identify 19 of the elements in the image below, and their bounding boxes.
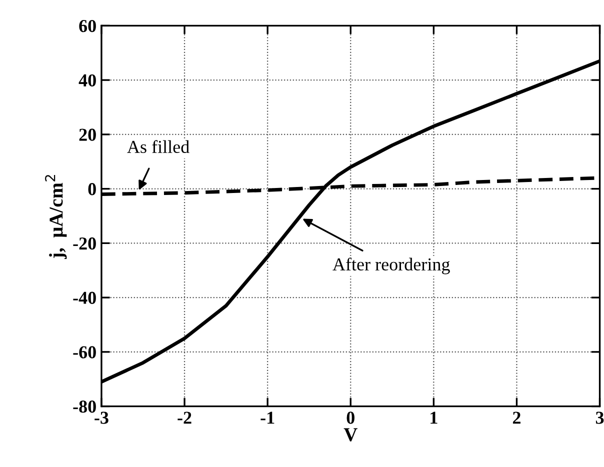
x-tick-label: 3: [596, 412, 604, 424]
x-axis-title: V: [344, 428, 358, 442]
y-tick-label: -80: [73, 400, 96, 413]
x-tick-label: -2: [178, 412, 192, 424]
y-tick-label: -40: [73, 292, 96, 304]
y-tick-label: 0: [88, 183, 96, 196]
y-tick-label: -20: [73, 237, 96, 250]
annotation: As filled: [127, 140, 190, 154]
x-tick-label: -1: [260, 412, 274, 424]
y-tick-label: 60: [79, 20, 96, 32]
x-tick-label: -3: [94, 412, 108, 424]
y-axis-title: j, μA/cm$^{2}$: [45, 175, 67, 260]
y-tick-label: 40: [78, 74, 96, 86]
y-tick-label: -60: [73, 346, 96, 358]
y-tick-label: 20: [79, 128, 96, 141]
x-tick-label: 0: [346, 412, 354, 424]
annotation: After reordering: [332, 258, 450, 274]
x-tick-label: 2: [512, 412, 520, 424]
x-tick-label: 1: [430, 412, 438, 424]
